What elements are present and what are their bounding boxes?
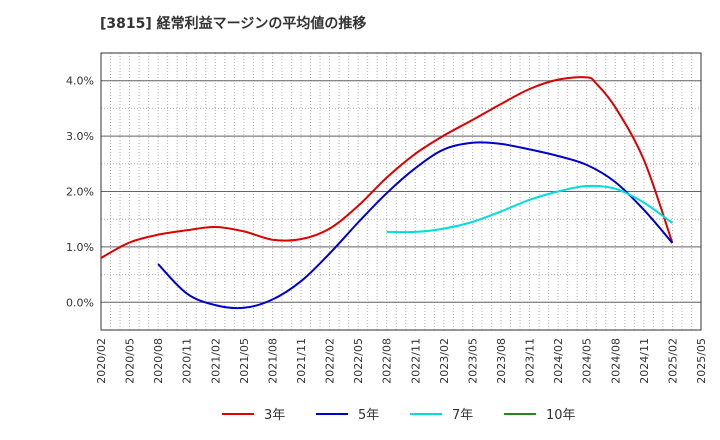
x-tick-label: 2022/05 xyxy=(352,338,365,384)
legend-label-10年: 10年 xyxy=(546,408,576,423)
series-line-7年 xyxy=(386,184,673,234)
legend-label-3年: 3年 xyxy=(264,408,285,423)
x-tick-label: 2020/11 xyxy=(181,338,194,384)
x-tick-label: 2023/02 xyxy=(438,338,451,384)
x-tick-label: 2023/11 xyxy=(524,338,537,384)
y-tick-label: 3.0% xyxy=(66,130,94,143)
series-line-3年 xyxy=(100,76,674,259)
x-tick-label: 2023/05 xyxy=(466,338,479,384)
x-tick-label: 2024/05 xyxy=(581,338,594,384)
x-tick-label: 2021/11 xyxy=(295,338,308,384)
x-tick-label: 2022/02 xyxy=(324,338,337,384)
plot-frame xyxy=(100,52,702,331)
x-tick-label: 2024/08 xyxy=(609,338,622,384)
y-tick-label: 1.0% xyxy=(66,241,94,254)
y-tick-label: 0.0% xyxy=(66,296,94,309)
x-tick-label: 2020/02 xyxy=(95,338,108,384)
x-tick-label: 2020/05 xyxy=(124,338,137,384)
x-tick-label: 2020/08 xyxy=(152,338,165,384)
y-tick-label: 4.0% xyxy=(66,75,94,88)
series-line-5年 xyxy=(157,141,674,310)
legend-label-5年: 5年 xyxy=(358,408,379,423)
x-tick-label: 2024/11 xyxy=(638,338,651,384)
x-tick-label: 2022/08 xyxy=(381,338,394,384)
x-tick-label: 2024/02 xyxy=(552,338,565,384)
x-tick-label: 2025/05 xyxy=(695,338,708,384)
x-tick-label: 2022/11 xyxy=(409,338,422,384)
y-tick-label: 2.0% xyxy=(66,186,94,199)
x-tick-label: 2025/02 xyxy=(666,338,679,384)
x-tick-label: 2023/08 xyxy=(495,338,508,384)
x-tick-label: 2021/08 xyxy=(266,338,279,384)
x-tick-label: 2021/05 xyxy=(238,338,251,384)
chart-title: [3815] 経常利益マージンの平均値の推移 xyxy=(100,16,367,32)
x-tick-label: 2021/02 xyxy=(209,338,222,384)
legend-label-7年: 7年 xyxy=(452,408,473,423)
